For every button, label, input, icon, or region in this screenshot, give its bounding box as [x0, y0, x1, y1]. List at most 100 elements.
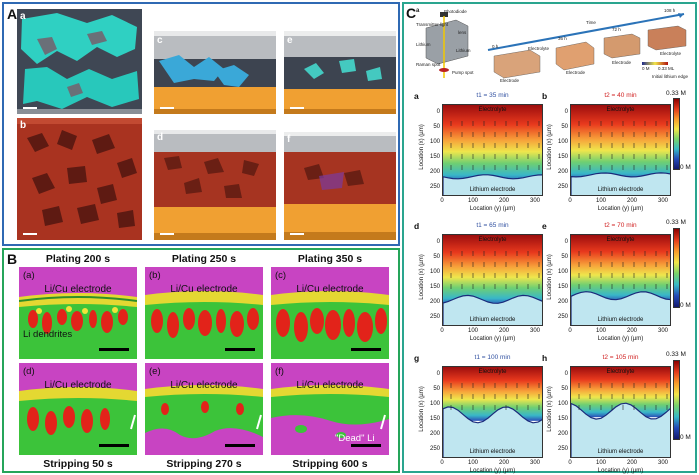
- electrode-label-c: Li/Cu electrode: [296, 284, 364, 295]
- x-tick-label: 100: [467, 460, 478, 466]
- tile-c-render: c: [154, 9, 276, 114]
- concentration-field: [571, 105, 670, 181]
- label-photodiode: Photodiode: [444, 9, 467, 14]
- y-tick-label: 0: [436, 239, 440, 245]
- panel-b-letter: B: [7, 251, 18, 267]
- y-tick-label: 200: [429, 169, 440, 175]
- lithium-electrode-label: Lithium electrode: [469, 317, 516, 323]
- panel-c-concentration-maps: C a Photodiode Transmitter light lens Li…: [402, 2, 697, 475]
- heatmap-letter: h: [542, 353, 548, 363]
- x-tick-label: 0: [440, 198, 444, 204]
- heatmap-field: [443, 235, 542, 325]
- tile-e-image: [284, 31, 396, 114]
- tile-f-render: f: [284, 118, 396, 240]
- setup-schematic: a Photodiode Transmitter light lens Lith…: [416, 8, 694, 84]
- label-transmitter: Transmitter light: [416, 22, 449, 27]
- label-lithium-2: Lithium: [456, 48, 471, 53]
- legend-max: 0.33 ML: [658, 66, 675, 71]
- sub-label-b: (b): [149, 270, 161, 281]
- lithium-electrode-label: Lithium electrode: [597, 317, 644, 323]
- tile-e-render: e: [284, 9, 396, 114]
- colorbar-1-max: 0.33 M: [666, 90, 686, 97]
- electrode-label-a: Li/Cu electrode: [44, 284, 112, 295]
- label-electrode-1: Electrode: [500, 78, 520, 83]
- x-tick-label: 100: [467, 198, 478, 204]
- sub-label-f: (f): [275, 366, 284, 377]
- panel-a-3d-renderings: A a b c: [2, 2, 400, 246]
- heatmap-time-title: t1 = 100 min: [474, 354, 511, 361]
- x-tick-label: 300: [657, 328, 668, 334]
- y-axis-label: Location (x) (µm): [547, 254, 553, 300]
- lithium-electrode-label: Lithium electrode: [469, 449, 516, 455]
- x-tick-label: 200: [626, 198, 637, 204]
- micrograph-c-image: [271, 267, 389, 359]
- li-dendrites-label: Li dendrites: [23, 329, 73, 340]
- header-stripping-50: Stripping 50 s: [43, 458, 113, 470]
- header-plating-200: Plating 200 s: [45, 253, 111, 265]
- label-electrode-2: Electrode: [566, 70, 586, 75]
- y-tick-label: 200: [429, 431, 440, 437]
- tile-b-label: b: [20, 120, 27, 131]
- micrograph-a: (a) Li/Cu electrode Li dendrites: [19, 267, 137, 359]
- scale-bar-f: [351, 444, 381, 447]
- micrograph-a-image: [19, 267, 137, 359]
- lithium-electrode-label: Lithium electrode: [469, 187, 516, 193]
- schematic-image: [425, 12, 687, 79]
- tile-a-render: a: [17, 9, 142, 114]
- electrode-label-b: Li/Cu electrode: [170, 284, 238, 295]
- y-tick-label: 200: [557, 169, 568, 175]
- heatmap-letter: g: [414, 353, 420, 363]
- time-label-108: 108 h: [664, 8, 676, 13]
- y-tick-label: 100: [557, 269, 568, 275]
- x-tick-label: 0: [440, 328, 444, 334]
- scale-bar-e: [225, 444, 255, 447]
- x-tick-label: 100: [467, 328, 478, 334]
- x-axis-label: Location (y) (µm): [597, 206, 644, 212]
- x-axis-label: Location (y) (µm): [597, 336, 644, 342]
- tile-d-render: d: [154, 118, 276, 240]
- tile-c-image: [154, 31, 276, 114]
- tile-b-render: b: [17, 118, 142, 240]
- tile-d-image: [154, 130, 276, 240]
- label-electrolyte-1: Electrolyte: [528, 46, 550, 51]
- y-axis-label: Location (x) (µm): [547, 124, 553, 170]
- heatmap-d: d t1 = 65 min Electrolyte Lithium electrode…: [414, 221, 544, 344]
- lithium-electrode-region: [443, 406, 542, 457]
- sub-label-c: (c): [275, 270, 287, 281]
- header-stripping-270: Stripping 270 s: [166, 458, 242, 470]
- heatmap-field: [571, 367, 670, 457]
- heatmap-time-title: t1 = 65 min: [476, 222, 509, 229]
- tile-a-image: [17, 9, 142, 114]
- x-tick-label: 300: [657, 198, 668, 204]
- colorbar-3: [673, 360, 680, 440]
- heatmap-h: h t2 = 105 min Electrolyte Lithium electrod…: [542, 353, 672, 475]
- y-tick-label: 100: [429, 269, 440, 275]
- x-tick-label: 200: [498, 460, 509, 466]
- x-tick-label: 200: [498, 198, 509, 204]
- schematic-sub-label: a: [416, 8, 420, 14]
- y-tick-label: 50: [561, 386, 568, 392]
- electrode-label-f: Li/Cu electrode: [296, 380, 364, 391]
- time-label-0: 0 h: [492, 44, 499, 49]
- y-tick-label: 50: [561, 124, 568, 130]
- label-lithium-1: Lithium: [416, 42, 431, 47]
- micrograph-b: (b) Li/Cu electrode: [145, 267, 263, 359]
- y-axis-label: Location (x) (µm): [419, 124, 425, 170]
- x-tick-label: 0: [440, 460, 444, 466]
- y-tick-label: 150: [429, 154, 440, 160]
- tile-e-label: e: [287, 35, 293, 46]
- micrograph-e-image: [145, 363, 263, 455]
- y-tick-label: 0: [564, 109, 568, 115]
- tile-b-scale-bar: [23, 233, 37, 235]
- x-axis-label: Location (y) (µm): [597, 468, 644, 474]
- x-tick-label: 300: [657, 460, 668, 466]
- concentration-field: [571, 235, 670, 302]
- heatmap-plot-area: Electrolyte Lithium electrode: [570, 366, 671, 458]
- x-tick-label: 100: [595, 328, 606, 334]
- electrolyte-label: Electrolyte: [606, 107, 635, 113]
- sub-label-e: (e): [149, 366, 161, 377]
- y-tick-label: 100: [557, 139, 568, 145]
- y-axis-label: Location (x) (µm): [419, 386, 425, 432]
- heatmap-g: g t1 = 100 min Electrolyte Lithium electrod…: [414, 353, 544, 475]
- heatmap-letter: e: [542, 221, 547, 231]
